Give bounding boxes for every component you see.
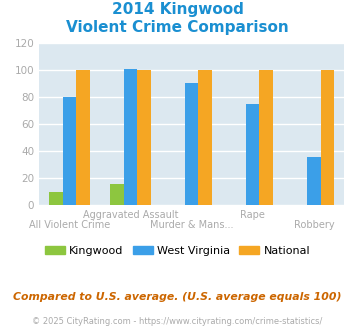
Bar xyxy=(63,97,76,205)
Bar xyxy=(246,104,260,205)
Bar xyxy=(49,192,63,205)
Text: 2014 Kingwood: 2014 Kingwood xyxy=(111,2,244,16)
Bar xyxy=(185,83,198,205)
Bar xyxy=(124,69,137,205)
Bar xyxy=(321,70,334,205)
Text: © 2025 CityRating.com - https://www.cityrating.com/crime-statistics/: © 2025 CityRating.com - https://www.city… xyxy=(32,317,323,326)
Bar xyxy=(137,70,151,205)
Text: Robbery: Robbery xyxy=(294,220,334,230)
Text: Murder & Mans...: Murder & Mans... xyxy=(150,220,234,230)
Bar xyxy=(260,70,273,205)
Bar xyxy=(307,157,321,205)
Text: Violent Crime Comparison: Violent Crime Comparison xyxy=(66,20,289,35)
Bar xyxy=(76,70,90,205)
Text: Aggravated Assault: Aggravated Assault xyxy=(83,210,179,219)
Legend: Kingwood, West Virginia, National: Kingwood, West Virginia, National xyxy=(40,241,315,260)
Text: Rape: Rape xyxy=(240,210,265,219)
Text: All Violent Crime: All Violent Crime xyxy=(29,220,110,230)
Bar xyxy=(110,184,124,205)
Bar xyxy=(198,70,212,205)
Text: Compared to U.S. average. (U.S. average equals 100): Compared to U.S. average. (U.S. average … xyxy=(13,292,342,302)
